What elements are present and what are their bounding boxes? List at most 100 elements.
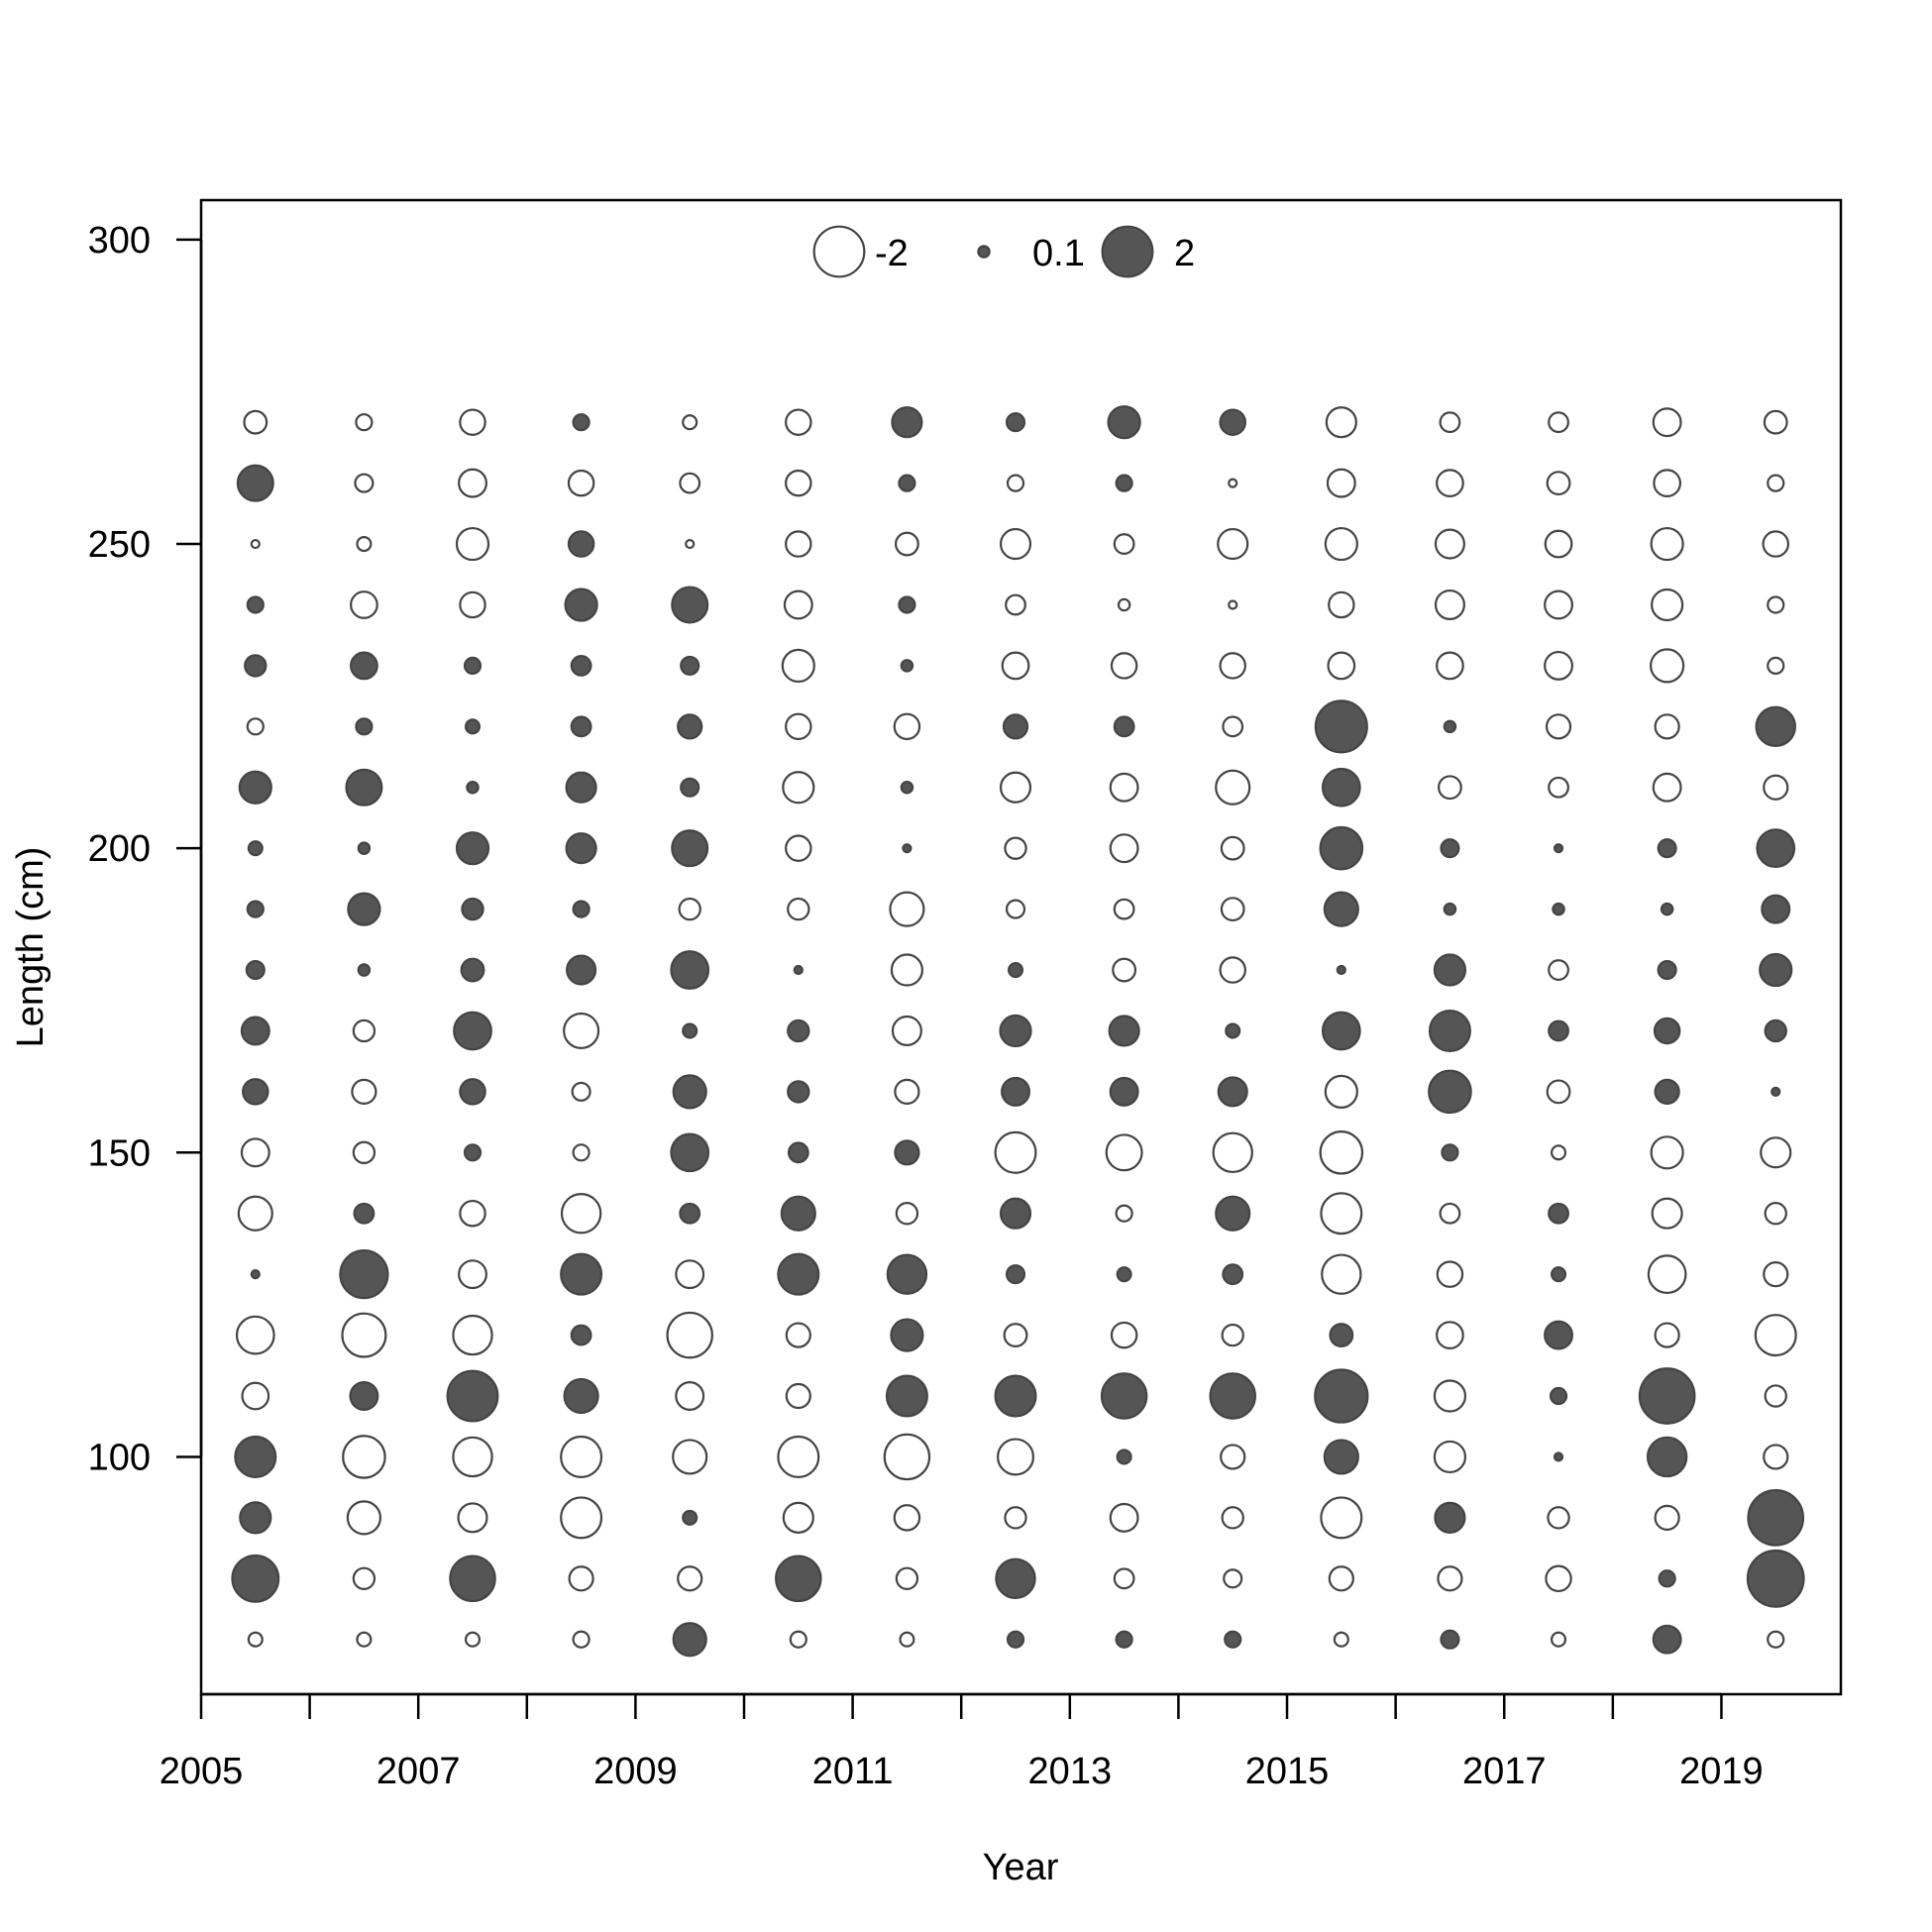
x-axis: 2005 2007 2009 2011 2013 2015 2017 2019 (160, 1692, 1764, 1792)
residual-bubble (1544, 529, 1573, 559)
residual-bubble (670, 950, 710, 990)
residual-bubble (1653, 469, 1682, 498)
residual-bubble (885, 1374, 928, 1418)
residual-bubble (350, 590, 378, 619)
residual-bubble (893, 712, 921, 741)
legend: -2 0.1 2 (812, 225, 1195, 278)
bubble-layer (231, 405, 1805, 1658)
residual-bubble (231, 1554, 280, 1603)
residual-bubble (1763, 1261, 1789, 1288)
residual-bubble (1763, 774, 1789, 801)
residual-bubble (240, 1016, 270, 1046)
residual-bubble (785, 530, 812, 558)
residual-bubble (455, 831, 490, 866)
residual-bubble (339, 1249, 389, 1300)
residual-bubble (1544, 650, 1573, 681)
residual-bubble (463, 1143, 483, 1162)
residual-bubble (1551, 1266, 1567, 1283)
residual-bubble (1553, 843, 1564, 854)
residual-bubble (1767, 595, 1785, 614)
residual-bubble (354, 473, 375, 493)
residual-bubble (1436, 651, 1464, 681)
residual-bubble (346, 1500, 382, 1536)
legend-bubble (812, 225, 866, 278)
residual-bubble (1321, 1011, 1361, 1051)
residual-bubble (1548, 1020, 1569, 1042)
residual-bubble (1004, 1506, 1027, 1530)
residual-bubble (1652, 772, 1682, 803)
residual-bubble (566, 954, 597, 986)
residual-bubble (671, 829, 709, 868)
residual-bubble (449, 1555, 496, 1603)
residual-bubble (891, 1015, 922, 1046)
residual-bubble (570, 1324, 592, 1346)
residual-bubble (1314, 699, 1368, 754)
residual-bubble (1546, 1079, 1571, 1105)
x-tick-label: 2007 (376, 1751, 461, 1792)
residual-bubble (238, 770, 272, 805)
x-tick-label: 2009 (593, 1751, 678, 1792)
residual-bubble (245, 959, 266, 981)
residual-bubble (1006, 474, 1025, 492)
residual-bubble (1764, 1202, 1787, 1226)
residual-bubble (1436, 469, 1464, 498)
residual-bubble (1005, 899, 1026, 919)
residual-bubble (1113, 715, 1135, 738)
residual-bubble (1759, 952, 1793, 988)
residual-bubble (1763, 1444, 1789, 1470)
residual-bubble (1440, 1629, 1460, 1650)
residual-bubble (246, 595, 265, 614)
residual-bubble (1438, 775, 1462, 801)
residual-bubble (997, 1438, 1035, 1476)
residual-bubble (459, 590, 486, 619)
residual-bubble (234, 1435, 277, 1478)
residual-bubble (572, 1143, 590, 1162)
residual-bubble (565, 771, 597, 804)
residual-bubble (1443, 719, 1457, 734)
residual-bubble (246, 900, 265, 918)
residual-bubble (568, 1565, 594, 1592)
residual-bubble (999, 1014, 1032, 1048)
residual-bubble (895, 1566, 919, 1590)
residual-bubble (672, 1074, 707, 1110)
residual-bubble (1325, 406, 1357, 439)
residual-bubble (1767, 656, 1785, 676)
residual-bubble (565, 832, 597, 865)
residual-bubble (780, 1195, 816, 1232)
residual-bubble (1434, 528, 1465, 560)
residual-bubble (240, 1137, 270, 1168)
residual-bubble (239, 1501, 272, 1535)
residual-bubble (1653, 1017, 1681, 1045)
residual-bubble (1005, 412, 1026, 433)
residual-bubble (1654, 1078, 1680, 1105)
residual-bubble (1327, 651, 1356, 681)
residual-bubble (679, 1202, 701, 1225)
residual-bubble (1209, 1372, 1256, 1420)
residual-bubble (775, 1555, 822, 1603)
residual-bubble (1763, 409, 1788, 435)
residual-bubble (1005, 1264, 1026, 1285)
residual-bubble (1107, 405, 1141, 440)
residual-bubble (787, 1019, 810, 1043)
residual-bubble (1003, 1323, 1028, 1348)
residual-bubble (782, 1501, 814, 1534)
residual-bubble (1220, 835, 1245, 861)
residual-bubble (570, 715, 592, 738)
residual-bubble (1320, 1192, 1363, 1235)
residual-bubble (1545, 713, 1572, 740)
residual-bubble (1109, 1502, 1139, 1533)
residual-bubble (567, 469, 595, 497)
residual-bubble (357, 841, 372, 855)
x-axis-title: Year (983, 1847, 1059, 1888)
y-axis: 100 150 200 250 300 (88, 220, 203, 1478)
legend-label: -2 (875, 233, 909, 274)
residual-bubble (1007, 962, 1024, 979)
residual-bubble (1651, 1197, 1683, 1230)
residual-bubble (670, 1132, 710, 1173)
residual-bubble (785, 1382, 811, 1410)
residual-bubble (1006, 1630, 1025, 1649)
residual-bubble (356, 536, 373, 553)
residual-bubble (1761, 894, 1791, 924)
residual-bubble (1646, 1436, 1688, 1478)
residual-bubble (898, 474, 916, 492)
